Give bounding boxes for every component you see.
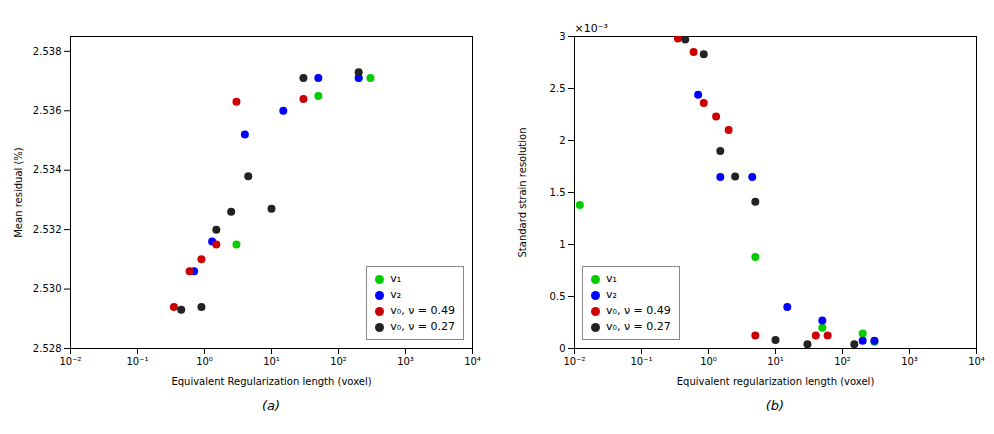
- html-text:v₂: v₂: [606, 288, 617, 301]
- svg-text:10²: 10²: [834, 356, 851, 367]
- html-text:v₂: v₂: [390, 288, 402, 301]
- svg-text:10⁻²: 10⁻²: [59, 356, 81, 367]
- svg-text:×10⁻³: ×10⁻³: [575, 22, 608, 35]
- svg-text:10²: 10²: [330, 356, 347, 367]
- svg-text:2.536: 2.536: [33, 105, 62, 116]
- svg-text:3: 3: [559, 31, 565, 42]
- svg-text:2.538: 2.538: [33, 46, 62, 57]
- svg-text:10⁻¹: 10⁻¹: [126, 356, 148, 367]
- svg-text:0: 0: [559, 343, 565, 354]
- svg-text:10⁴: 10⁴: [968, 356, 985, 367]
- html-text:(a): (a): [261, 398, 281, 413]
- svg-text:10⁻¹: 10⁻¹: [630, 356, 652, 367]
- svg-text:1: 1: [559, 239, 565, 250]
- html-text:v₀, ν = 0.27: v₀, ν = 0.27: [390, 320, 455, 333]
- svg-text:Standard strain resolution: Standard strain resolution: [517, 128, 528, 258]
- svg-text:10⁰: 10⁰: [700, 356, 717, 367]
- svg-text:Equivalent regularization leng: Equivalent regularization length (voxel): [677, 376, 875, 387]
- svg-text:10¹: 10¹: [263, 356, 280, 367]
- svg-text:10⁻²: 10⁻²: [563, 356, 585, 367]
- svg-text:10⁴: 10⁴: [464, 356, 481, 367]
- svg-text:2.532: 2.532: [33, 224, 62, 235]
- html-text:v₁: v₁: [606, 272, 617, 285]
- svg-text:2: 2: [559, 135, 565, 146]
- svg-text:10³: 10³: [397, 356, 414, 367]
- html-text:v₀, ν = 0.49: v₀, ν = 0.49: [390, 304, 455, 317]
- svg-text:10³: 10³: [901, 356, 918, 367]
- svg-text:2.528: 2.528: [33, 343, 62, 354]
- html-text:v₀, ν = 0.27: v₀, ν = 0.27: [606, 320, 671, 333]
- html-text:v₁: v₁: [390, 272, 402, 285]
- svg-text:10⁰: 10⁰: [196, 356, 213, 367]
- svg-text:2.5: 2.5: [550, 83, 566, 94]
- html-text:(b): (b): [765, 398, 785, 413]
- svg-text:2.530: 2.530: [33, 283, 62, 294]
- svg-text:2.534: 2.534: [33, 164, 62, 175]
- html-text:v₀, ν = 0.49: v₀, ν = 0.49: [606, 304, 671, 317]
- svg-text:1.5: 1.5: [550, 187, 566, 198]
- svg-text:Equivalent Regularization leng: Equivalent Regularization length (voxel): [171, 376, 371, 387]
- svg-text:Mean residual (%): Mean residual (%): [13, 147, 24, 238]
- svg-text:0.5: 0.5: [550, 291, 566, 302]
- svg-text:10¹: 10¹: [767, 356, 784, 367]
